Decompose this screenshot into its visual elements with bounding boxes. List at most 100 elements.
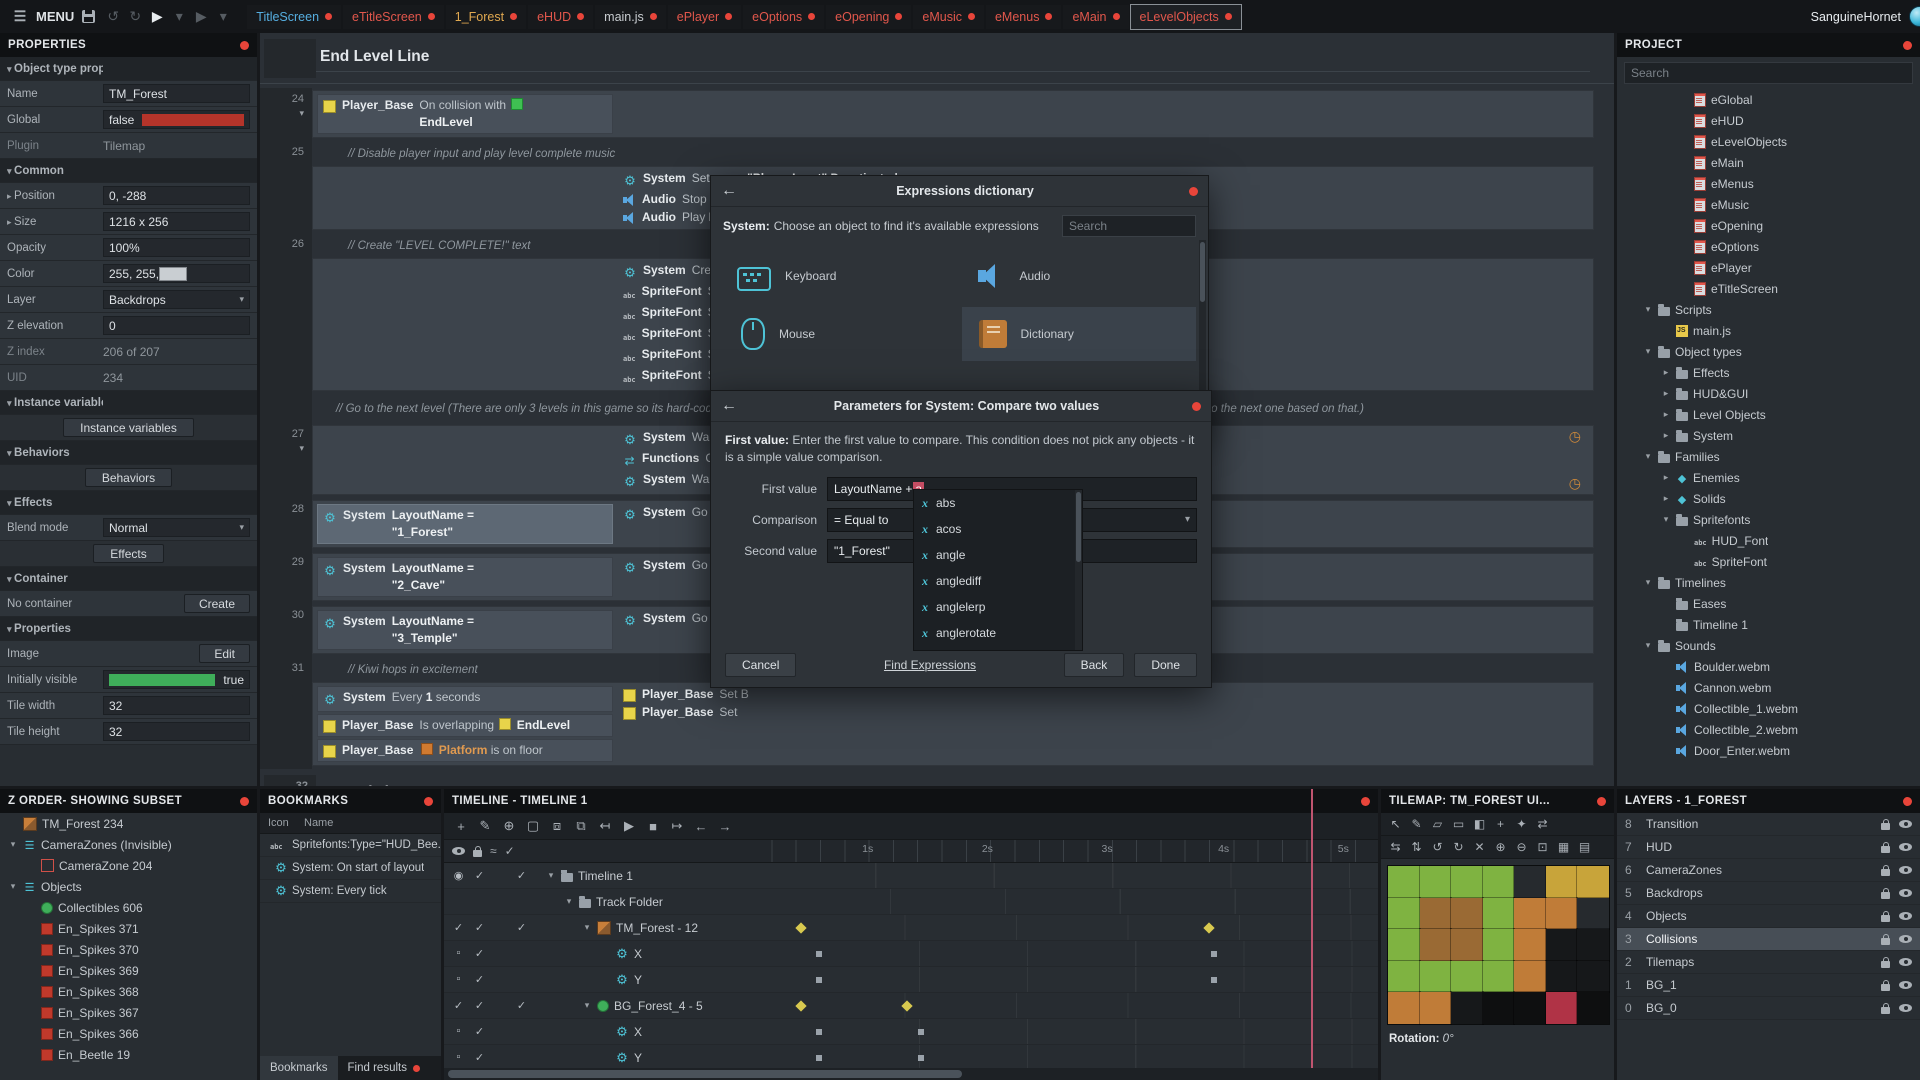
zoom-in-icon[interactable]: ⊕ xyxy=(1495,840,1506,854)
picker-icon[interactable]: + xyxy=(1496,817,1504,831)
track-visibility-toggle[interactable]: ✓ xyxy=(453,922,464,934)
project-tree-item[interactable]: ▾ Timelines xyxy=(1617,572,1920,593)
redo-icon[interactable]: ↻ xyxy=(129,8,142,24)
project-tree-item[interactable]: ▾ Scripts xyxy=(1617,299,1920,320)
layer-row[interactable]: 5 Backdrops xyxy=(1617,882,1920,905)
track-lock-toggle[interactable]: ✓ xyxy=(474,974,485,986)
expand-arrow-icon[interactable]: ▸ xyxy=(1663,472,1669,482)
keyframe-lane[interactable] xyxy=(794,993,1378,1018)
zorder-tree-item[interactable]: Collectibles 606 xyxy=(0,897,257,918)
document-tab[interactable]: eMusic xyxy=(913,4,984,29)
project-tree-item[interactable]: Timeline 1 xyxy=(1617,614,1920,635)
track-enable-toggle[interactable] xyxy=(511,947,532,960)
layer-row[interactable]: 6 CameraZones xyxy=(1617,859,1920,882)
document-tab[interactable]: eHUD xyxy=(528,4,594,29)
expand-arrow-icon[interactable]: ▾ xyxy=(1645,304,1651,314)
action-line[interactable]: Player_Base Set xyxy=(623,704,1587,721)
menu-button[interactable]: ☰ MENU xyxy=(10,8,75,25)
keyframe-marker[interactable] xyxy=(918,1028,925,1035)
project-tree-item[interactable]: eMain xyxy=(1617,152,1920,173)
project-tree-item[interactable]: ▾ Spritefonts xyxy=(1617,509,1920,530)
dialog-scrollbar[interactable] xyxy=(1199,240,1206,422)
rotate-cw-icon[interactable]: ↻ xyxy=(1453,840,1464,854)
expand-arrow-icon[interactable]: ▸ xyxy=(1663,493,1669,503)
tile-cell[interactable] xyxy=(1387,991,1421,1025)
expand-arrow-icon[interactable]: ▾ xyxy=(566,896,572,906)
track-enable-toggle[interactable] xyxy=(511,1025,532,1038)
flip-h-icon[interactable]: ⇆ xyxy=(1390,840,1401,854)
track-visibility-toggle[interactable]: ▫ xyxy=(456,973,461,985)
undo-icon[interactable]: ↺ xyxy=(107,8,120,24)
property-row[interactable]: Instance variables xyxy=(0,391,257,415)
grid-icon[interactable]: ▦ xyxy=(1557,840,1570,854)
back-button[interactable]: Back xyxy=(1063,653,1125,677)
keyframe-marker[interactable] xyxy=(1210,950,1217,957)
layer-lock-icon[interactable] xyxy=(1881,910,1890,922)
layer-visibility-icon[interactable] xyxy=(1899,1004,1912,1012)
track-toggles[interactable]: ✓ ✓ ✓ xyxy=(444,921,538,934)
layer-visibility-icon[interactable] xyxy=(1899,843,1912,851)
project-search-input[interactable]: Search xyxy=(1624,62,1913,84)
copy-icon[interactable]: ⧉ xyxy=(576,818,586,833)
expand-arrow-icon[interactable]: ▾ xyxy=(1645,577,1651,587)
conditions-cell[interactable]: System Every 1 seconds Player_Base xyxy=(313,683,617,765)
track-lock-toggle[interactable]: ✓ xyxy=(474,922,485,934)
expand-arrow-icon[interactable]: ▾ xyxy=(1645,640,1651,650)
condition-line[interactable]: Player_Base Platform is on floor xyxy=(317,739,613,762)
property-row[interactable]: Instance variables xyxy=(0,415,257,441)
pencil-icon[interactable]: ✎ xyxy=(1411,817,1422,831)
open-icon[interactable]: ▤ xyxy=(1578,840,1591,854)
expand-arrow-icon[interactable]: ▸ xyxy=(1663,367,1669,377)
layer-lock-icon[interactable] xyxy=(1881,933,1890,945)
autocomplete-item[interactable]: x anglerotate xyxy=(914,620,1082,646)
visibility-column-icon[interactable] xyxy=(452,847,465,855)
jump-start-icon[interactable]: ↤ xyxy=(599,818,611,833)
expand-arrow-icon[interactable]: ▾ xyxy=(584,1000,590,1010)
collapse-triangle-icon[interactable]: ▾ xyxy=(299,443,304,453)
scrollbar-thumb[interactable] xyxy=(448,1070,962,1078)
tab-close-icon[interactable] xyxy=(808,13,816,20)
conditions-cell[interactable]: Player_Base On collision with EndLevel xyxy=(313,91,617,137)
keyframe-lane[interactable] xyxy=(812,1019,1378,1044)
timeline-track-row[interactable]: ✓ ✓ ✓ ▾ BG_Forest_4 - 5 xyxy=(444,993,1378,1019)
project-tree-item[interactable]: ▸ Level Objects xyxy=(1617,404,1920,425)
property-row[interactable]: Image Edit xyxy=(0,641,257,667)
tile-cell[interactable] xyxy=(1387,928,1421,962)
timeline-track-row[interactable]: ◉ ✓ ✓ ▾ Timeline 1 xyxy=(444,863,1378,889)
add-keyframe-icon[interactable]: ⊕ xyxy=(503,818,515,833)
property-row[interactable]: Container xyxy=(0,567,257,591)
condition-line[interactable]: System LayoutName = "3_Temple" xyxy=(317,610,613,650)
property-value[interactable]: Create xyxy=(103,594,250,613)
tab-close-icon[interactable] xyxy=(427,13,435,20)
keyframe-lane[interactable] xyxy=(812,941,1378,966)
tab-bookmarks[interactable]: Bookmarks xyxy=(260,1056,338,1080)
object-grid-item[interactable]: Audio xyxy=(962,249,1197,303)
tile-cell[interactable] xyxy=(1450,959,1484,994)
debug-icon[interactable]: ▶ xyxy=(195,8,207,24)
project-tree-item[interactable]: HUD_Font xyxy=(1617,530,1920,551)
expressions-search-input[interactable]: Search xyxy=(1062,215,1196,237)
layer-lock-icon[interactable] xyxy=(1881,887,1890,899)
property-row[interactable]: Z index 206 of 207 xyxy=(0,339,257,365)
track-toggles[interactable]: ▫ ✓ xyxy=(444,1025,538,1038)
conditions-cell[interactable] xyxy=(313,259,617,390)
tile-cell[interactable] xyxy=(1576,928,1611,962)
tile-cell[interactable] xyxy=(1481,928,1516,962)
conditions-cell[interactable]: System LayoutName = "1_Forest" xyxy=(313,501,617,547)
keyframe-marker[interactable] xyxy=(815,976,822,983)
project-tree-item[interactable]: ▾ Object types xyxy=(1617,341,1920,362)
project-tree-item[interactable]: Eases xyxy=(1617,593,1920,614)
scrollbar-thumb[interactable] xyxy=(1076,492,1081,562)
actions-cell[interactable]: System Wait Functions Call T xyxy=(617,426,1593,494)
user-area[interactable]: SanguineHornet xyxy=(1811,6,1920,27)
track-lock-toggle[interactable]: ✓ xyxy=(474,870,485,882)
property-row[interactable]: Plugin Tilemap xyxy=(0,133,257,159)
layer-visibility-icon[interactable] xyxy=(1899,912,1912,920)
tile-cell[interactable] xyxy=(1576,991,1611,1025)
track-enable-toggle[interactable]: ✓ xyxy=(516,922,527,934)
tab-find-results[interactable]: Find results xyxy=(338,1056,430,1080)
condition-line[interactable]: System Every 1 seconds xyxy=(317,686,613,712)
track-toggles[interactable]: ◉ ✓ ✓ xyxy=(444,869,538,882)
property-value[interactable]: 206 of 207 xyxy=(103,343,250,360)
track-visibility-toggle[interactable]: ▫ xyxy=(456,947,461,959)
